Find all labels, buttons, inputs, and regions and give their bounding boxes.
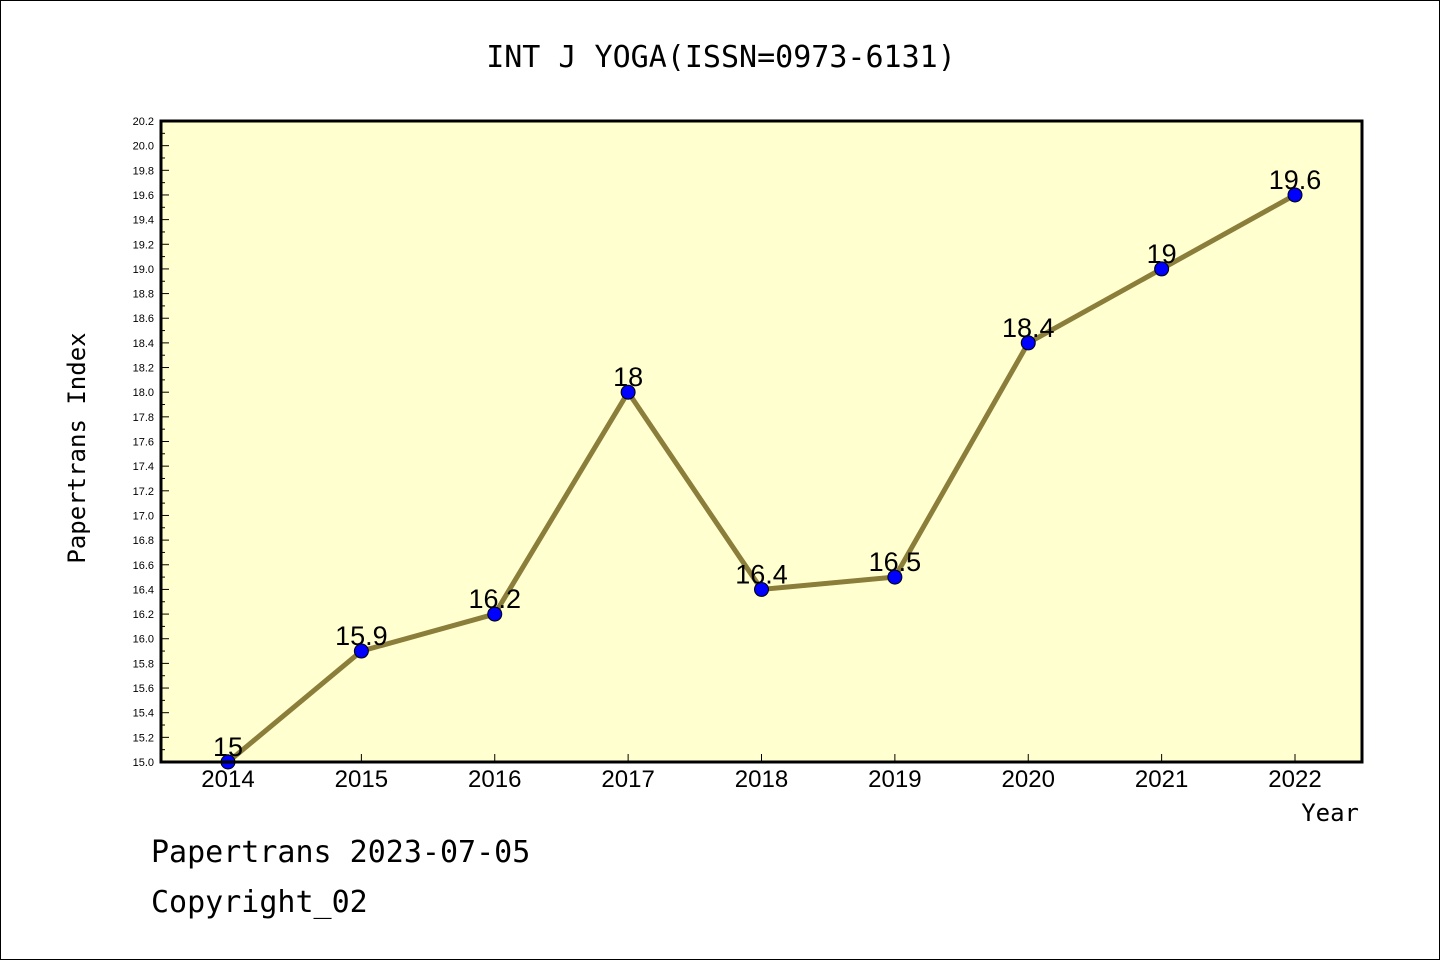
data-label: 18.4 — [1002, 313, 1055, 343]
data-point — [754, 581, 769, 597]
x-tick-label: 2015 — [335, 766, 388, 793]
data-point — [1287, 187, 1303, 203]
y-tick-label: 17.0 — [133, 510, 154, 522]
y-axis-label: Papertrans Index — [63, 332, 91, 563]
data-markers — [220, 187, 1303, 770]
x-tick-label: 2018 — [735, 766, 788, 793]
x-tick-label: 2020 — [1002, 766, 1055, 793]
data-point — [887, 569, 903, 585]
y-tick-label: 18.8 — [133, 289, 154, 301]
data-point — [1020, 335, 1036, 351]
y-tick-label: 18.2 — [133, 363, 154, 375]
y-tick-label: 19.4 — [133, 215, 154, 227]
y-tick-label: 17.8 — [133, 412, 154, 424]
data-label: 19.6 — [1269, 165, 1322, 195]
footer-date: Papertrans 2023-07-05 — [151, 835, 531, 870]
y-tick-label: 16.2 — [133, 609, 154, 621]
data-label: 19 — [1147, 239, 1177, 269]
x-tick-label: 2021 — [1135, 766, 1188, 793]
y-tick-label: 19.8 — [133, 165, 154, 177]
x-tick-label: 2019 — [868, 766, 921, 793]
y-tick-label: 15.0 — [133, 757, 154, 769]
plot-border — [159, 119, 1364, 764]
data-point — [487, 606, 503, 622]
data-label: 16.2 — [468, 584, 521, 614]
y-tick-label: 19.6 — [133, 190, 154, 202]
x-tick-label: 2016 — [468, 766, 521, 793]
y-tick-label: 18.6 — [133, 313, 154, 325]
y-tick-label: 16.4 — [133, 584, 154, 596]
y-tick-label: 16.0 — [133, 634, 154, 646]
y-tick-label: 20.0 — [133, 141, 154, 153]
data-labels: 15 15.9 16.2 18 16.4 16.5 18.4 19 19.6 — [213, 165, 1321, 762]
y-tick-label: 16.6 — [133, 560, 154, 572]
x-axis-label: Year — [1301, 799, 1359, 827]
y-tick-label: 15.8 — [133, 658, 154, 670]
y-tick-label: 18.0 — [133, 387, 154, 399]
y-tick-label: 17.6 — [133, 437, 154, 449]
y-tick-label: 15.6 — [133, 683, 154, 695]
y-tick-label: 15.4 — [133, 708, 154, 720]
footer-copyright: Copyright_02 — [151, 885, 368, 920]
x-axis-ticks: 2014 2015 2016 2017 2018 2019 2020 2021 2022 — [201, 754, 1322, 793]
x-tick-label: 2022 — [1268, 766, 1321, 793]
data-label: 16.4 — [735, 559, 788, 589]
data-point — [620, 384, 636, 400]
y-tick-label: 17.2 — [133, 486, 154, 498]
chart-title: INT J YOGA(ISSN=0973-6131) — [486, 40, 956, 75]
y-axis-ticks: 15.0 15.2 15.4 15.6 15.8 16.0 16.2 16.4 16.6 16.8… — [133, 116, 169, 769]
x-tick-label: 2017 — [601, 766, 654, 793]
x-tick-label: 2014 — [201, 766, 254, 793]
y-tick-label: 20.2 — [133, 116, 154, 128]
data-point — [1154, 261, 1170, 277]
y-tick-label: 19.0 — [133, 264, 154, 276]
y-tick-label: 17.4 — [133, 461, 154, 473]
data-label: 16.5 — [869, 547, 922, 577]
y-tick-label: 15.2 — [133, 732, 154, 744]
y-tick-label: 18.4 — [133, 338, 154, 350]
y-tick-label: 19.2 — [133, 239, 154, 251]
data-label: 18 — [613, 362, 643, 392]
y-tick-label: 16.8 — [133, 535, 154, 547]
data-label: 15.9 — [335, 621, 388, 651]
data-point — [353, 643, 369, 659]
data-label: 15 — [213, 732, 243, 762]
